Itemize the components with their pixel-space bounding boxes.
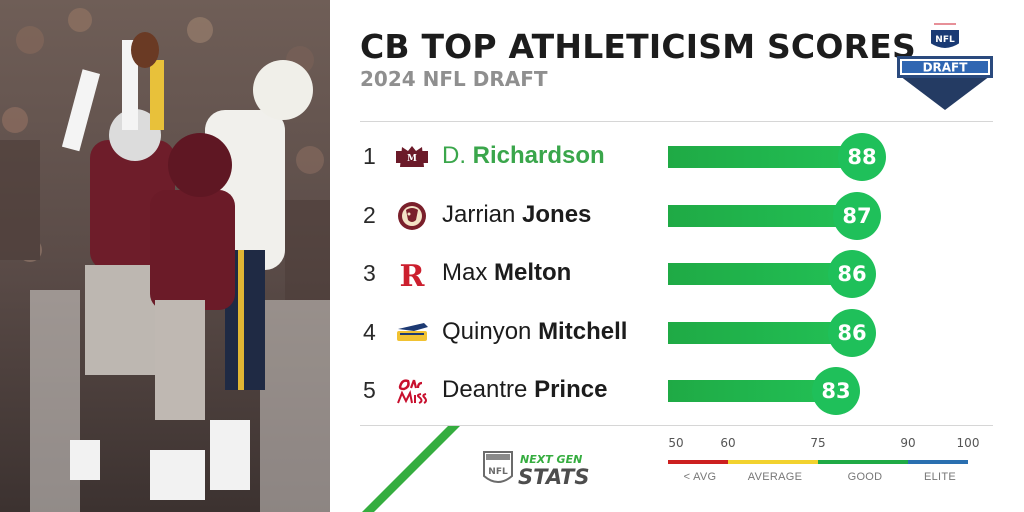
chart-subtitle: 2024 NFL DRAFT xyxy=(360,67,548,91)
footer-divider xyxy=(360,425,993,426)
scale-band xyxy=(908,460,968,464)
scale-tick-label: 50 xyxy=(668,436,684,450)
player-first-name: D. xyxy=(442,142,466,169)
chart-title: CB TOP ATHLETICISM SCORES xyxy=(360,27,916,66)
ole-miss-logo-icon xyxy=(394,375,430,407)
ranking-row: 4 Quinyon Mitchell 86 xyxy=(360,309,1000,357)
rank-number: 5 xyxy=(363,377,376,403)
scale-band-label: GOOD xyxy=(847,471,883,483)
svg-text:NFL: NFL xyxy=(488,467,508,477)
header-divider xyxy=(360,121,993,122)
scale-band-label: AVERAGE xyxy=(747,471,803,483)
next-gen-stats-logo: NFL NEXT GEN STATS xyxy=(482,446,612,490)
score-value: 87 xyxy=(833,192,881,240)
ranking-row: 3 R Max Melton 86 xyxy=(360,250,1000,298)
ranking-row: 2 Jarrian Jones 87 xyxy=(360,192,1000,240)
florida-state-logo-icon xyxy=(394,200,430,232)
ranking-row: 5 Deantre Prince 83 xyxy=(360,367,1000,415)
rank-number: 4 xyxy=(363,319,376,345)
scale-tick-label: 90 xyxy=(900,436,916,450)
svg-text:R: R xyxy=(400,259,426,290)
score-scale-legend: 50 60 75 90 100 < AVG AVERAGE GOOD ELITE xyxy=(668,436,979,496)
score-value: 86 xyxy=(828,250,876,298)
scale-tick-label: 75 xyxy=(810,436,826,450)
score-value: 88 xyxy=(838,133,886,181)
player-first-name: Jarrian xyxy=(442,201,516,228)
player-last-name: Prince xyxy=(534,376,608,403)
draft-logo-text: DRAFT xyxy=(923,61,969,75)
brand-line1: NEXT GEN xyxy=(520,453,582,466)
brand-line2: STATS xyxy=(518,465,590,489)
player-name: Max Melton xyxy=(442,259,571,287)
toledo-logo-icon xyxy=(394,317,430,349)
rank-number: 3 xyxy=(363,260,376,286)
scale-tick-label: 60 xyxy=(720,436,736,450)
score-bar xyxy=(668,263,852,285)
svg-text:M: M xyxy=(407,154,417,164)
scale-band xyxy=(668,460,728,464)
mississippi-state-logo-icon: M xyxy=(394,141,430,173)
player-first-name: Quinyon xyxy=(442,318,532,345)
player-name: Quinyon Mitchell xyxy=(442,318,627,346)
header: CB TOP ATHLETICISM SCORES 2024 NFL DRAFT xyxy=(360,27,916,92)
nfl-shield-text: NFL xyxy=(935,35,955,45)
ranking-row: 1 M D. Richardson 88 xyxy=(360,133,1000,181)
score-value: 86 xyxy=(828,309,876,357)
score-value: 83 xyxy=(812,367,860,415)
rutgers-logo-icon: R xyxy=(394,258,430,294)
score-bar xyxy=(668,380,836,402)
player-first-name: Max xyxy=(442,259,488,286)
rank-number: 2 xyxy=(363,202,376,228)
scale-band xyxy=(818,460,908,464)
accent-stripe xyxy=(362,426,460,512)
nfl-draft-logo: DRAFT NFL xyxy=(894,18,996,114)
player-last-name: Melton xyxy=(494,259,572,286)
score-bar xyxy=(668,205,857,227)
player-name: Deantre Prince xyxy=(442,376,607,404)
scale-tick-label: 100 xyxy=(956,436,980,450)
player-name: D. Richardson xyxy=(442,142,605,170)
scale-band xyxy=(728,460,818,464)
rank-number: 1 xyxy=(363,143,376,169)
player-first-name: Deantre xyxy=(442,376,528,403)
player-name: Jarrian Jones xyxy=(442,201,591,229)
score-bar xyxy=(668,146,862,168)
hero-photo xyxy=(0,0,330,512)
player-last-name: Jones xyxy=(522,201,592,228)
scale-band-label: < AVG xyxy=(683,471,717,483)
scale-band-label: ELITE xyxy=(923,471,957,483)
player-last-name: Mitchell xyxy=(538,318,628,345)
player-last-name: Richardson xyxy=(472,142,605,169)
score-bar xyxy=(668,322,852,344)
